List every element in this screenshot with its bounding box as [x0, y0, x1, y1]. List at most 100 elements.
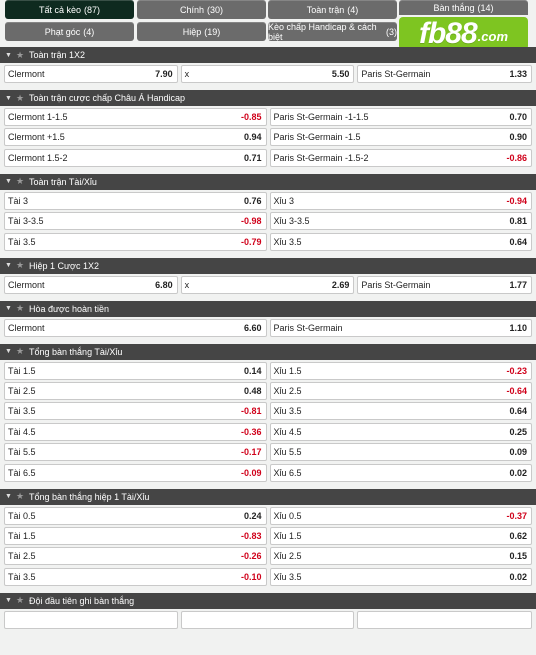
odds-button[interactable]: Tài 3.5 -0.81	[4, 402, 267, 421]
odds-button[interactable]: Xỉu 4.5 0.25	[269, 422, 532, 441]
favorite-star-icon[interactable]: ★	[15, 49, 25, 60]
odds-button[interactable]: Clermont 7.90	[4, 65, 178, 83]
odds-button[interactable]: x 2.69	[180, 275, 355, 294]
tab-corners[interactable]: Phạt góc (4)	[5, 22, 134, 41]
odds-value: 0.48	[243, 385, 262, 396]
odds-button[interactable]: Xỉu 6.5 0.02	[269, 463, 532, 482]
market-body	[0, 609, 536, 629]
collapse-caret-icon[interactable]: ▼	[5, 305, 12, 313]
market-header[interactable]: ▼ ★ Hiệp 1 Cược 1X2	[0, 257, 536, 274]
odds-button[interactable]: Xỉu 3-3.5 0.81	[269, 212, 532, 231]
market-header[interactable]: ▼ ★ Hòa được hoàn tiền	[0, 300, 536, 317]
odds-button[interactable]: Xỉu 1.5 -0.23	[269, 361, 532, 380]
favorite-star-icon[interactable]: ★	[15, 92, 25, 103]
tab-full-match[interactable]: Toàn trận (4)	[268, 0, 397, 19]
odds-button[interactable]: Paris St-Germain 1.33	[357, 65, 533, 83]
selection-label: Tài 1.5	[8, 530, 36, 541]
odds-button[interactable]: Tài 1.5 -0.83	[4, 526, 267, 545]
collapse-caret-icon[interactable]: ▼	[5, 597, 12, 605]
market-body: Tài 0.5 0.24 Xỉu 0.5 -0.37 Tài 1.5 -0.83 Xỉu 1…	[0, 505, 536, 586]
tab-main[interactable]: Chính (30)	[137, 0, 266, 19]
odds-button[interactable]: Tài 6.5 -0.09	[4, 463, 267, 482]
tab-handicap[interactable]: Kèo chấp Handicap & cách biệt (3)	[268, 22, 397, 42]
odds-button[interactable]	[357, 610, 533, 629]
market-title: Toàn trận Tài/Xỉu	[29, 176, 97, 187]
odds-value: -0.64	[506, 385, 527, 396]
favorite-star-icon[interactable]: ★	[15, 303, 25, 314]
odds-value: 1.10	[509, 322, 527, 333]
odds-button[interactable]: Clermont 1-1.5 -0.85	[4, 108, 267, 126]
collapse-caret-icon[interactable]: ▼	[5, 94, 12, 102]
odds-button[interactable]: Paris St-Germain 1.77	[357, 275, 533, 294]
collapse-caret-icon[interactable]: ▼	[5, 493, 12, 501]
selection-label: Tài 6.5	[8, 467, 36, 478]
tab-goals[interactable]: Bàn thắng (14)	[399, 0, 528, 15]
fb88-logo: fb88 .com	[399, 17, 528, 50]
selection-label: Tài 0.5	[8, 510, 36, 521]
tab-count: (4)	[347, 4, 359, 15]
market-header[interactable]: ▼ ★ Toàn trận 1X2	[0, 47, 536, 63]
odds-button[interactable]: Tài 3-3.5 -0.98	[4, 212, 267, 231]
odds-button[interactable]: Xỉu 1.5 0.62	[269, 526, 532, 545]
odds-button[interactable]: Xỉu 0.5 -0.37	[269, 506, 532, 525]
odds-button[interactable]: Tài 3 0.76	[4, 191, 267, 210]
odds-button[interactable]: Tài 3.5 -0.10	[4, 567, 267, 586]
market-header[interactable]: ▼ ★ Tổng bàn thắng hiệp 1 Tài/Xỉu	[0, 488, 536, 505]
market-header[interactable]: ▼ ★ Tổng bàn thắng Tài/Xỉu	[0, 343, 536, 360]
market-section: ▼ ★ Hiệp 1 Cược 1X2 Clermont 6.80 x 2.69 Paris …	[0, 257, 536, 294]
collapse-caret-icon[interactable]: ▼	[5, 348, 12, 356]
favorite-star-icon[interactable]: ★	[15, 260, 25, 271]
odds-value: -0.23	[506, 365, 527, 376]
odds-button[interactable]: Clermont 1.5-2 0.71	[4, 148, 267, 167]
market-header[interactable]: ▼ ★ Toàn trận Tài/Xỉu	[0, 173, 536, 190]
odds-button[interactable]: Xỉu 2.5 -0.64	[269, 381, 532, 400]
favorite-star-icon[interactable]: ★	[15, 346, 25, 357]
favorite-star-icon[interactable]: ★	[15, 491, 25, 502]
odds-button[interactable]: Clermont 6.80	[4, 275, 178, 294]
odds-button[interactable]: Paris St-Germain -1.5 0.90	[269, 128, 532, 147]
favorite-star-icon[interactable]: ★	[15, 176, 25, 187]
tab-label: Toàn trận	[306, 4, 345, 15]
market-body: Tài 1.5 0.14 Xỉu 1.5 -0.23 Tài 2.5 0.48 Xỉu 2.…	[0, 360, 536, 482]
odds-button[interactable]: Clermont 6.60	[4, 318, 267, 337]
odds-button[interactable]: Paris St-Germain -1.5-2 -0.86	[269, 148, 532, 167]
odds-button[interactable]: Paris St-Germain -1-1.5 0.70	[269, 108, 532, 126]
selection-label: Clermont +1.5	[8, 132, 65, 143]
tab-all-markets[interactable]: Tất cả kèo (87)	[5, 0, 134, 19]
odds-button[interactable]: Tài 1.5 0.14	[4, 361, 267, 380]
odds-button[interactable]: Tài 2.5 0.48	[4, 381, 267, 400]
odds-button[interactable]: Tài 5.5 -0.17	[4, 443, 267, 462]
selection-label: Tài 3.5	[8, 236, 36, 247]
odds-value: -0.37	[506, 510, 527, 521]
odds-button[interactable]: Paris St-Germain 1.10	[269, 318, 532, 337]
odds-button[interactable]: x 5.50	[180, 65, 355, 83]
market-header[interactable]: ▼ ★ Đội đầu tiên ghi bàn thắng	[0, 592, 536, 609]
odds-button[interactable]	[180, 610, 355, 629]
selection-label: Tài 4.5	[8, 426, 36, 437]
odds-button[interactable]: Tài 3.5 -0.79	[4, 232, 267, 251]
odds-button[interactable]: Clermont +1.5 0.94	[4, 128, 267, 147]
favorite-star-icon[interactable]: ★	[15, 595, 25, 606]
odds-row: Clermont 1.5-2 0.71 Paris St-Germain -1.5-…	[4, 148, 532, 167]
odds-value: 0.02	[509, 571, 527, 582]
collapse-caret-icon[interactable]: ▼	[5, 262, 12, 270]
logo-domain: .com	[477, 29, 509, 44]
odds-value: 0.64	[509, 406, 527, 417]
selection-label: Paris St-Germain -1.5-2	[273, 152, 369, 163]
collapse-caret-icon[interactable]: ▼	[5, 51, 12, 59]
market-section: ▼ ★ Tổng bàn thắng hiệp 1 Tài/Xỉu Tài 0.5 0.…	[0, 488, 536, 586]
market-section: ▼ ★ Toàn trận 1X2 Clermont 7.90 x 5.50 Paris St…	[0, 47, 536, 83]
odds-button[interactable]: Xỉu 3.5 0.02	[269, 567, 532, 586]
odds-button[interactable]: Xỉu 3.5 0.64	[269, 402, 532, 421]
odds-button[interactable]: Tài 4.5 -0.36	[4, 422, 267, 441]
odds-button[interactable]: Tài 2.5 -0.26	[4, 547, 267, 566]
odds-button[interactable]: Xỉu 5.5 0.09	[269, 443, 532, 462]
odds-button[interactable]: Xỉu 3 -0.94	[269, 191, 532, 210]
collapse-caret-icon[interactable]: ▼	[5, 178, 12, 186]
tab-half[interactable]: Hiệp (19)	[137, 22, 266, 41]
odds-button[interactable]	[4, 610, 178, 629]
odds-button[interactable]: Xỉu 3.5 0.64	[269, 232, 532, 251]
odds-button[interactable]: Tài 0.5 0.24	[4, 506, 267, 525]
odds-button[interactable]: Xỉu 2.5 0.15	[269, 547, 532, 566]
market-header[interactable]: ▼ ★ Toàn trận cược chấp Châu Á Handicap	[0, 90, 536, 106]
